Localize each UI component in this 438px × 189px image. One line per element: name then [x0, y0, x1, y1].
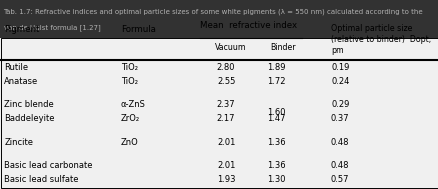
Text: Basic lead carbonate: Basic lead carbonate	[4, 161, 93, 170]
Text: Zincite: Zincite	[4, 138, 33, 147]
Text: Formula: Formula	[120, 25, 155, 34]
Text: 0.57: 0.57	[330, 175, 349, 184]
Text: TiO₂: TiO₂	[120, 77, 138, 86]
Text: 2.01: 2.01	[216, 161, 235, 170]
Text: 0.24: 0.24	[330, 77, 349, 86]
Text: 0.29: 0.29	[330, 100, 349, 109]
Text: 1.47: 1.47	[267, 114, 285, 123]
Text: TiO₂: TiO₂	[120, 63, 138, 72]
Bar	[1, 38, 437, 188]
Text: 2.80: 2.80	[216, 63, 235, 72]
Text: 0.48: 0.48	[330, 161, 349, 170]
Text: Anatase: Anatase	[4, 77, 39, 86]
Text: 0.48: 0.48	[330, 138, 349, 147]
Text: Basic lead sulfate: Basic lead sulfate	[4, 175, 79, 184]
Text: 0.37: 0.37	[330, 114, 349, 123]
Text: 1.36: 1.36	[267, 138, 285, 147]
Bar	[0, 0, 438, 38]
Text: Mean  refractive index: Mean refractive index	[200, 21, 297, 30]
Text: 1.72: 1.72	[267, 77, 285, 86]
Text: Baddeleyite: Baddeleyite	[4, 114, 55, 123]
Text: ZnO: ZnO	[120, 138, 138, 147]
Text: 0.19: 0.19	[330, 63, 349, 72]
Text: van de Hulst formula [1.27]: van de Hulst formula [1.27]	[4, 24, 100, 31]
Text: Optimal particle size
(relative to binder)  Dopt,
pm: Optimal particle size (relative to binde…	[331, 24, 431, 55]
Text: 1.60: 1.60	[267, 108, 285, 117]
Text: 1.89: 1.89	[267, 63, 285, 72]
Text: 2.01: 2.01	[216, 138, 235, 147]
Text: 2.17: 2.17	[216, 114, 235, 123]
Text: ZrO₂: ZrO₂	[120, 114, 140, 123]
Text: Rutile: Rutile	[4, 63, 28, 72]
Text: 2.55: 2.55	[216, 77, 235, 86]
Text: Pigment: Pigment	[4, 25, 40, 34]
Text: α-ZnS: α-ZnS	[120, 100, 145, 109]
Text: 1.93: 1.93	[216, 175, 235, 184]
Text: Binder: Binder	[269, 43, 295, 52]
Text: 2.37: 2.37	[216, 100, 235, 109]
Text: Tab. 1.7: Refractive indices and optimal particle sizes of some white pigments (: Tab. 1.7: Refractive indices and optimal…	[4, 9, 422, 15]
Text: 1.30: 1.30	[267, 175, 285, 184]
Text: 1.36: 1.36	[267, 161, 285, 170]
Text: Vacuum: Vacuum	[215, 43, 246, 52]
Text: Zinc blende: Zinc blende	[4, 100, 54, 109]
